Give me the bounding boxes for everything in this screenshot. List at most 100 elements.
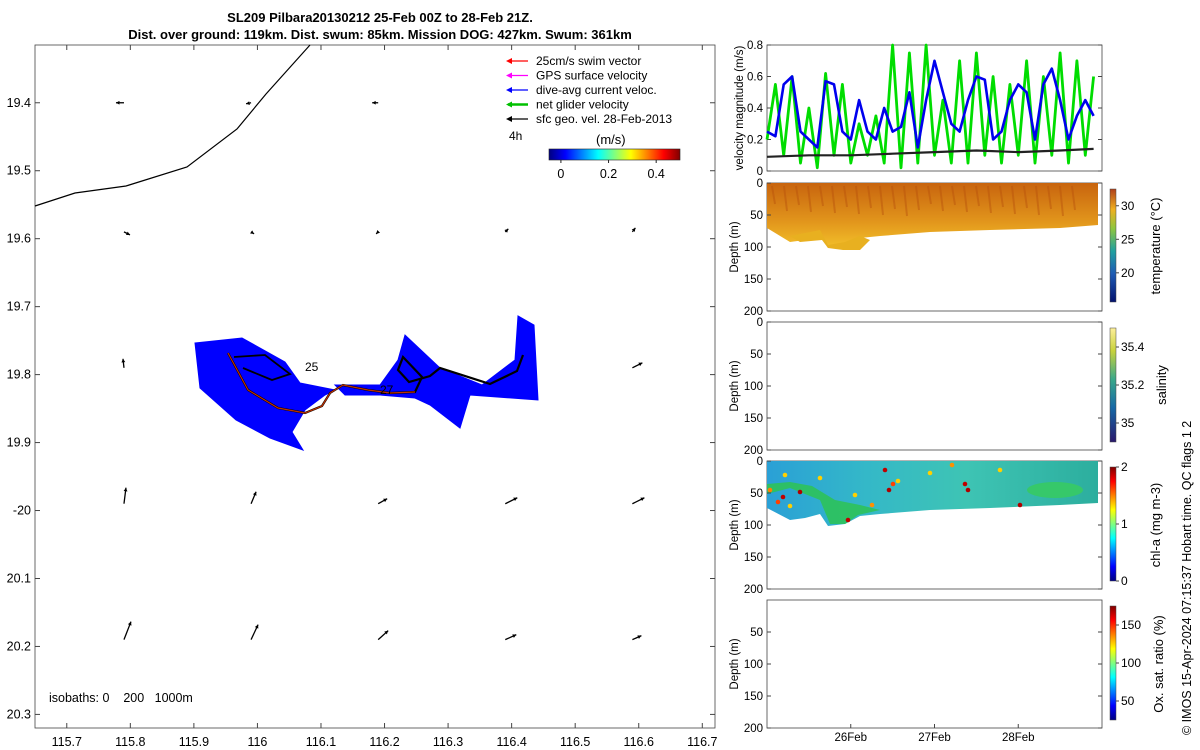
legend-label: GPS surface velocity — [536, 69, 647, 83]
salinity-colorbar-tick-label: 35.4 — [1121, 340, 1145, 354]
oxygen-y-tick-label: 200 — [744, 723, 763, 735]
temperature-colorbar-label: temperature (°C) — [1148, 198, 1163, 295]
temperature-streak — [903, 185, 908, 217]
temperature-streak — [807, 185, 812, 213]
chla-dot — [1017, 502, 1023, 508]
map-x-tick-label: 116.6 — [624, 735, 654, 749]
temperature-section — [767, 183, 1098, 248]
isobaths-label: isobaths: 0 200 1000m — [49, 691, 193, 705]
chla-dot — [852, 492, 858, 498]
temperature-ylabel: Depth (m) — [729, 221, 741, 272]
velocity-y-tick-label: 0 — [757, 166, 763, 178]
temperature-streak — [819, 185, 824, 207]
map-y-tick-label: 19.8 — [7, 368, 31, 382]
sfc-velocity-arrowhead — [640, 497, 645, 502]
sfc-velocity-arrowhead — [252, 491, 257, 496]
map-x-tick-label: 116.4 — [496, 735, 526, 749]
track-label-25: 25 — [305, 360, 319, 374]
temperature-streak — [927, 185, 932, 205]
temperature-streak — [831, 185, 836, 214]
temperature-streak — [963, 185, 968, 213]
map-y-tick-label: 19.9 — [7, 436, 31, 450]
temperature-streak — [1035, 185, 1040, 216]
chla-y-ticks: 0 50 100 150 200 — [744, 456, 1102, 596]
map-x-tick-label: 116 — [247, 735, 267, 749]
temperature-y-tick-label: 50 — [750, 210, 763, 222]
chla-y-tick-label: 200 — [744, 584, 763, 596]
glider-track-group: 25 27 — [194, 315, 539, 451]
chla-dot — [780, 494, 786, 500]
temperature-colorbar-tick-label: 30 — [1121, 199, 1135, 213]
chla-dot — [965, 487, 971, 493]
map-x-tick-label: 116.5 — [560, 735, 590, 749]
oxygen-y-tick-label: 50 — [750, 627, 763, 639]
velocity-panel: 0 0.2 0.4 0.6 0.8 velocity magnitude (m/s) — [734, 40, 1103, 178]
sfc-velocity-arrowhead — [254, 624, 259, 629]
map-y-tick-label: 20.3 — [7, 707, 31, 721]
temperature-deep-warm — [790, 230, 870, 250]
sfc-velocity-arrowhead — [127, 621, 132, 626]
track-loop-west — [233, 354, 292, 381]
speed-colorbar-tick-label: 0.2 — [600, 167, 617, 181]
temperature-colorbar-tick-label: 25 — [1121, 232, 1135, 246]
temperature-streak — [855, 185, 860, 215]
sfc-velocity-arrowhead — [376, 230, 381, 234]
speed-colorbar — [548, 148, 681, 161]
temperature-streak — [843, 185, 848, 208]
salinity-y-tick-label: 0 — [757, 317, 763, 329]
chla-dot — [797, 489, 803, 495]
temperature-streak — [987, 185, 992, 214]
salinity-axes-box — [766, 321, 1103, 451]
oxygen-x-tick-label: 28Feb — [1002, 732, 1035, 744]
salinity-colorbar — [1109, 327, 1117, 443]
chla-dot — [787, 503, 793, 509]
chla-dot — [886, 487, 892, 493]
chla-dot — [767, 487, 773, 493]
temperature-y-tick-label: 0 — [757, 178, 763, 190]
temperature-streak — [975, 185, 980, 207]
salinity-y-ticks: 0 50 100 150 200 — [744, 317, 1102, 457]
velocity-lines — [765, 43, 1095, 170]
chla-dot — [927, 470, 933, 476]
velocity-y-tick-label: 0.6 — [747, 72, 763, 84]
temperature-y-ticks: 0 50 100 150 200 — [744, 178, 1102, 318]
oxygen-colorbar — [1109, 605, 1117, 721]
oxygen-panel: 50 100 150 200 26Feb 27Feb 28Feb Depth (m) 50… — [729, 599, 1166, 744]
salinity-y-tick-label: 100 — [744, 381, 763, 393]
sfc-velocity-arrowhead — [513, 497, 518, 502]
salinity-panel: 0 50 100 150 200 Depth (m) 35 35.2 35.4 salini… — [729, 317, 1169, 457]
legend-scale-note: 4h — [509, 129, 522, 143]
velocity-series-line — [766, 147, 1094, 158]
sfc-velocity-arrowhead — [638, 362, 643, 367]
velocity-series-line — [766, 59, 1095, 149]
oxygen-x-tick-label: 26Feb — [834, 732, 867, 744]
speed-colorbar-ticks: 0 0.2 0.4 — [557, 160, 665, 181]
temperature-streak — [951, 185, 956, 206]
temperature-y-tick-label: 100 — [744, 242, 763, 254]
map-x-ticks: 115.7 115.8 115.9 116 116.1 116.2 116.3 116.4 11… — [52, 45, 718, 749]
salinity-ylabel: Depth (m) — [729, 360, 741, 411]
legend-label: sfc geo. vel. 28-Feb-2013 — [536, 112, 672, 126]
chla-dot — [775, 499, 781, 505]
sfc-velocity-arrowhead — [125, 231, 130, 236]
sfc-velocity-arrowhead — [250, 230, 255, 234]
legend-arrowhead — [506, 72, 512, 79]
temperature-streaks — [771, 185, 1076, 217]
oxygen-colorbar-tick-label: 150 — [1121, 618, 1141, 632]
legend-arrowhead — [506, 101, 512, 108]
legend-arrowhead — [506, 87, 512, 93]
salinity-colorbar-tick-label: 35.2 — [1121, 378, 1145, 392]
temperature-streak — [795, 185, 800, 206]
glider-track-ends — [227, 352, 416, 414]
chla-colorbar — [1109, 466, 1117, 582]
coastline-isobath — [34, 44, 311, 207]
oxygen-colorbar-tick-label: 100 — [1121, 656, 1141, 670]
surface-velocity-arrows — [115, 100, 645, 641]
track-label-27: 27 — [380, 383, 394, 397]
oxygen-colorbar-ticks: 50 100 150 — [1116, 618, 1141, 708]
sfc-velocity-arrowhead — [121, 358, 126, 363]
oxygen-y-ticks: 50 100 150 200 — [744, 627, 1102, 735]
map-x-tick-label: 116.2 — [369, 735, 399, 749]
map-x-tick-label: 115.9 — [179, 735, 209, 749]
